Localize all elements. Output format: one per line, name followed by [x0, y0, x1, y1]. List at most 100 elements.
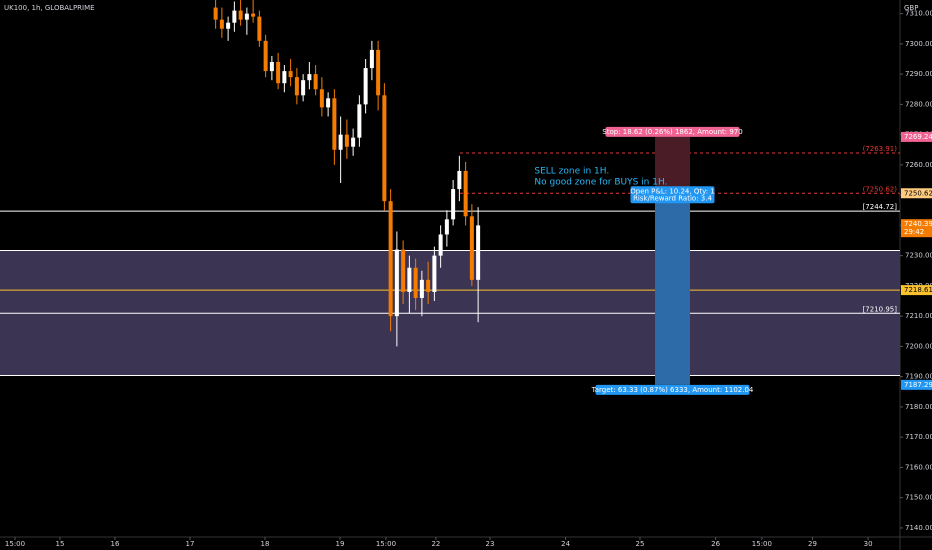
candle-body — [263, 40, 268, 72]
y-tick-label: 7230.00 — [905, 252, 932, 260]
y-tick-label: 7280.00 — [905, 100, 932, 108]
level-label: [7210.95] — [863, 305, 898, 313]
candle-body — [432, 255, 437, 292]
y-tick-label: 7160.00 — [905, 463, 932, 471]
chart-title: UK100, 1h, GLOBALPRIME — [4, 4, 95, 12]
stop-label-box — [605, 126, 740, 137]
candle-body — [251, 13, 256, 17]
candle-body — [476, 225, 481, 280]
candle-body — [238, 10, 243, 20]
candle-body — [413, 267, 418, 298]
y-tick-label: 7260.00 — [905, 161, 932, 169]
stop-area — [655, 136, 690, 194]
candle-body — [438, 234, 443, 256]
price-label-box — [901, 131, 932, 142]
candle-body — [213, 7, 218, 20]
x-tick-label: 15 — [56, 540, 65, 548]
y-tick-label: 7290.00 — [905, 70, 932, 78]
candle-body — [282, 71, 287, 84]
candle-body — [219, 19, 224, 29]
candle-body — [338, 134, 343, 150]
x-tick-label: 22 — [431, 540, 440, 548]
x-tick-label: 29 — [808, 540, 817, 548]
price-label-box — [901, 188, 932, 199]
price-label-box — [901, 219, 932, 238]
candle-body — [294, 77, 299, 96]
x-tick-label: 30 — [864, 540, 873, 548]
countdown: 29:42 — [904, 228, 924, 236]
candle-body — [457, 170, 462, 190]
x-tick-label: 17 — [186, 540, 195, 548]
y-tick-label: 7210.00 — [905, 312, 932, 320]
x-tick-label: 15:00 — [5, 540, 25, 548]
candle-body — [419, 279, 424, 298]
y-tick-label: 7180.00 — [905, 403, 932, 411]
target-label-box — [595, 384, 750, 395]
candle-body — [332, 98, 337, 150]
candle-body — [232, 10, 237, 23]
candle-body — [301, 80, 306, 96]
x-tick-label: 15:00 — [376, 540, 396, 548]
y-tick-label: 7190.00 — [905, 373, 932, 381]
y-tick-label: 7200.00 — [905, 342, 932, 350]
candle-body — [407, 267, 412, 292]
pnl-label: Open P&L: 10.24, Qty: 1 — [630, 187, 715, 195]
price-label: 7269.24 — [904, 133, 932, 141]
y-tick-label: 7150.00 — [905, 494, 932, 502]
annotation: No good zone for BUYS in 1H. — [534, 177, 667, 187]
currency: GBP — [904, 4, 918, 12]
annotation: SELL zone in 1H. — [534, 166, 609, 176]
x-tick-label: 24 — [561, 540, 570, 548]
price-label: 7250.62 — [904, 189, 932, 197]
candle-body — [326, 98, 331, 108]
candle-body — [388, 201, 393, 317]
x-tick-label: 16 — [111, 540, 120, 548]
candle-body — [313, 74, 318, 90]
y-tick-label: 7310.00 — [905, 10, 932, 18]
price-label: 7240.39 — [904, 220, 932, 228]
candle-body — [344, 134, 349, 147]
candle-body — [382, 95, 387, 202]
y-tick-label: 7170.00 — [905, 433, 932, 441]
x-tick-label: 23 — [486, 540, 495, 548]
candle-body — [369, 49, 374, 69]
candle-body — [426, 279, 431, 292]
price-label-box — [901, 379, 932, 390]
x-tick-label: 26 — [711, 540, 720, 548]
candle-body — [244, 13, 249, 20]
price-label: 7187.29 — [904, 381, 932, 389]
x-tick-label: 15:00 — [752, 540, 772, 548]
candle-body — [226, 22, 231, 29]
stop-label: Stop: 18.62 (0.26%) 1862, Amount: 970 — [602, 128, 742, 136]
target-label: Target: 63.33 (0.87%) 6333, Amount: 1102… — [591, 386, 754, 394]
candle-body — [351, 137, 356, 147]
level-label: (7250.62) — [863, 185, 898, 193]
candle-body — [357, 104, 362, 138]
candle-body — [288, 71, 293, 78]
price-label: 7218.61 — [904, 286, 932, 294]
y-tick-label: 7140.00 — [905, 524, 932, 532]
candle-body — [401, 249, 406, 292]
candle-body — [444, 219, 449, 235]
level-label: (7263.91) — [863, 145, 898, 153]
y-tick-label: 7300.00 — [905, 40, 932, 48]
x-tick-label: 19 — [336, 540, 345, 548]
x-tick-label: 25 — [636, 540, 645, 548]
pnl-label-box — [630, 186, 715, 204]
pnl-label: Risk/Reward Ratio: 3.4 — [633, 194, 712, 202]
candle-body — [307, 74, 312, 81]
x-tick-label: 18 — [261, 540, 270, 548]
candle-body — [376, 49, 381, 96]
price-label-box — [901, 285, 932, 296]
candle-body — [463, 170, 468, 217]
target-area — [655, 193, 690, 385]
candle-body — [276, 62, 281, 84]
candle-body — [469, 216, 474, 280]
candle-body — [394, 249, 399, 317]
level-label: [7244.72] — [863, 203, 898, 211]
candle-body — [319, 89, 324, 108]
candle-body — [269, 62, 274, 72]
candle-body — [363, 68, 368, 105]
candle-body — [451, 189, 456, 220]
